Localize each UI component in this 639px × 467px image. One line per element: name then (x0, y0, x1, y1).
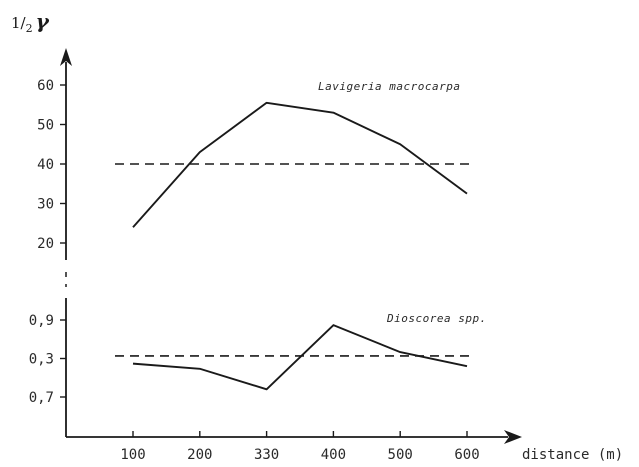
series-label-lavigeria: Lavigeria macrocarpa (318, 80, 460, 93)
y-tick-label: 40 (37, 157, 54, 173)
x-axis-arrow (504, 430, 522, 444)
y-tick-label: 0,7 (29, 390, 54, 406)
y-tick-label: 0,3 (29, 352, 54, 368)
lower-panel-series (115, 324, 470, 391)
y-tick-label: 50 (37, 118, 54, 134)
series-label-dioscorea: Dioscorea spp. (386, 312, 487, 325)
y-tick-label: 20 (37, 236, 54, 252)
x-tick-label: 330 (254, 447, 279, 463)
x-tick-label: 400 (321, 447, 346, 463)
upper-y-ticks: 20 30 40 50 60 (37, 78, 66, 252)
y-tick-label: 60 (37, 78, 54, 94)
y-tick-label: 0,9 (29, 313, 54, 329)
y-axis-arrow (60, 48, 72, 66)
series-line (132, 101, 468, 228)
y-axis-label: 1/2 γ (11, 9, 50, 35)
y-tick-label: 30 (37, 197, 54, 213)
series-line (132, 324, 468, 391)
x-axis-ticks: 100 200 330 400 500 600 (120, 431, 480, 463)
lower-y-ticks: 0,7 0,3 0,9 (29, 313, 66, 406)
x-axis-label: distance (m) (522, 447, 623, 463)
x-tick-label: 500 (388, 447, 413, 463)
upper-panel-series (115, 101, 470, 228)
x-tick-label: 100 (120, 447, 145, 463)
x-tick-label: 600 (454, 447, 479, 463)
x-tick-label: 200 (187, 447, 212, 463)
